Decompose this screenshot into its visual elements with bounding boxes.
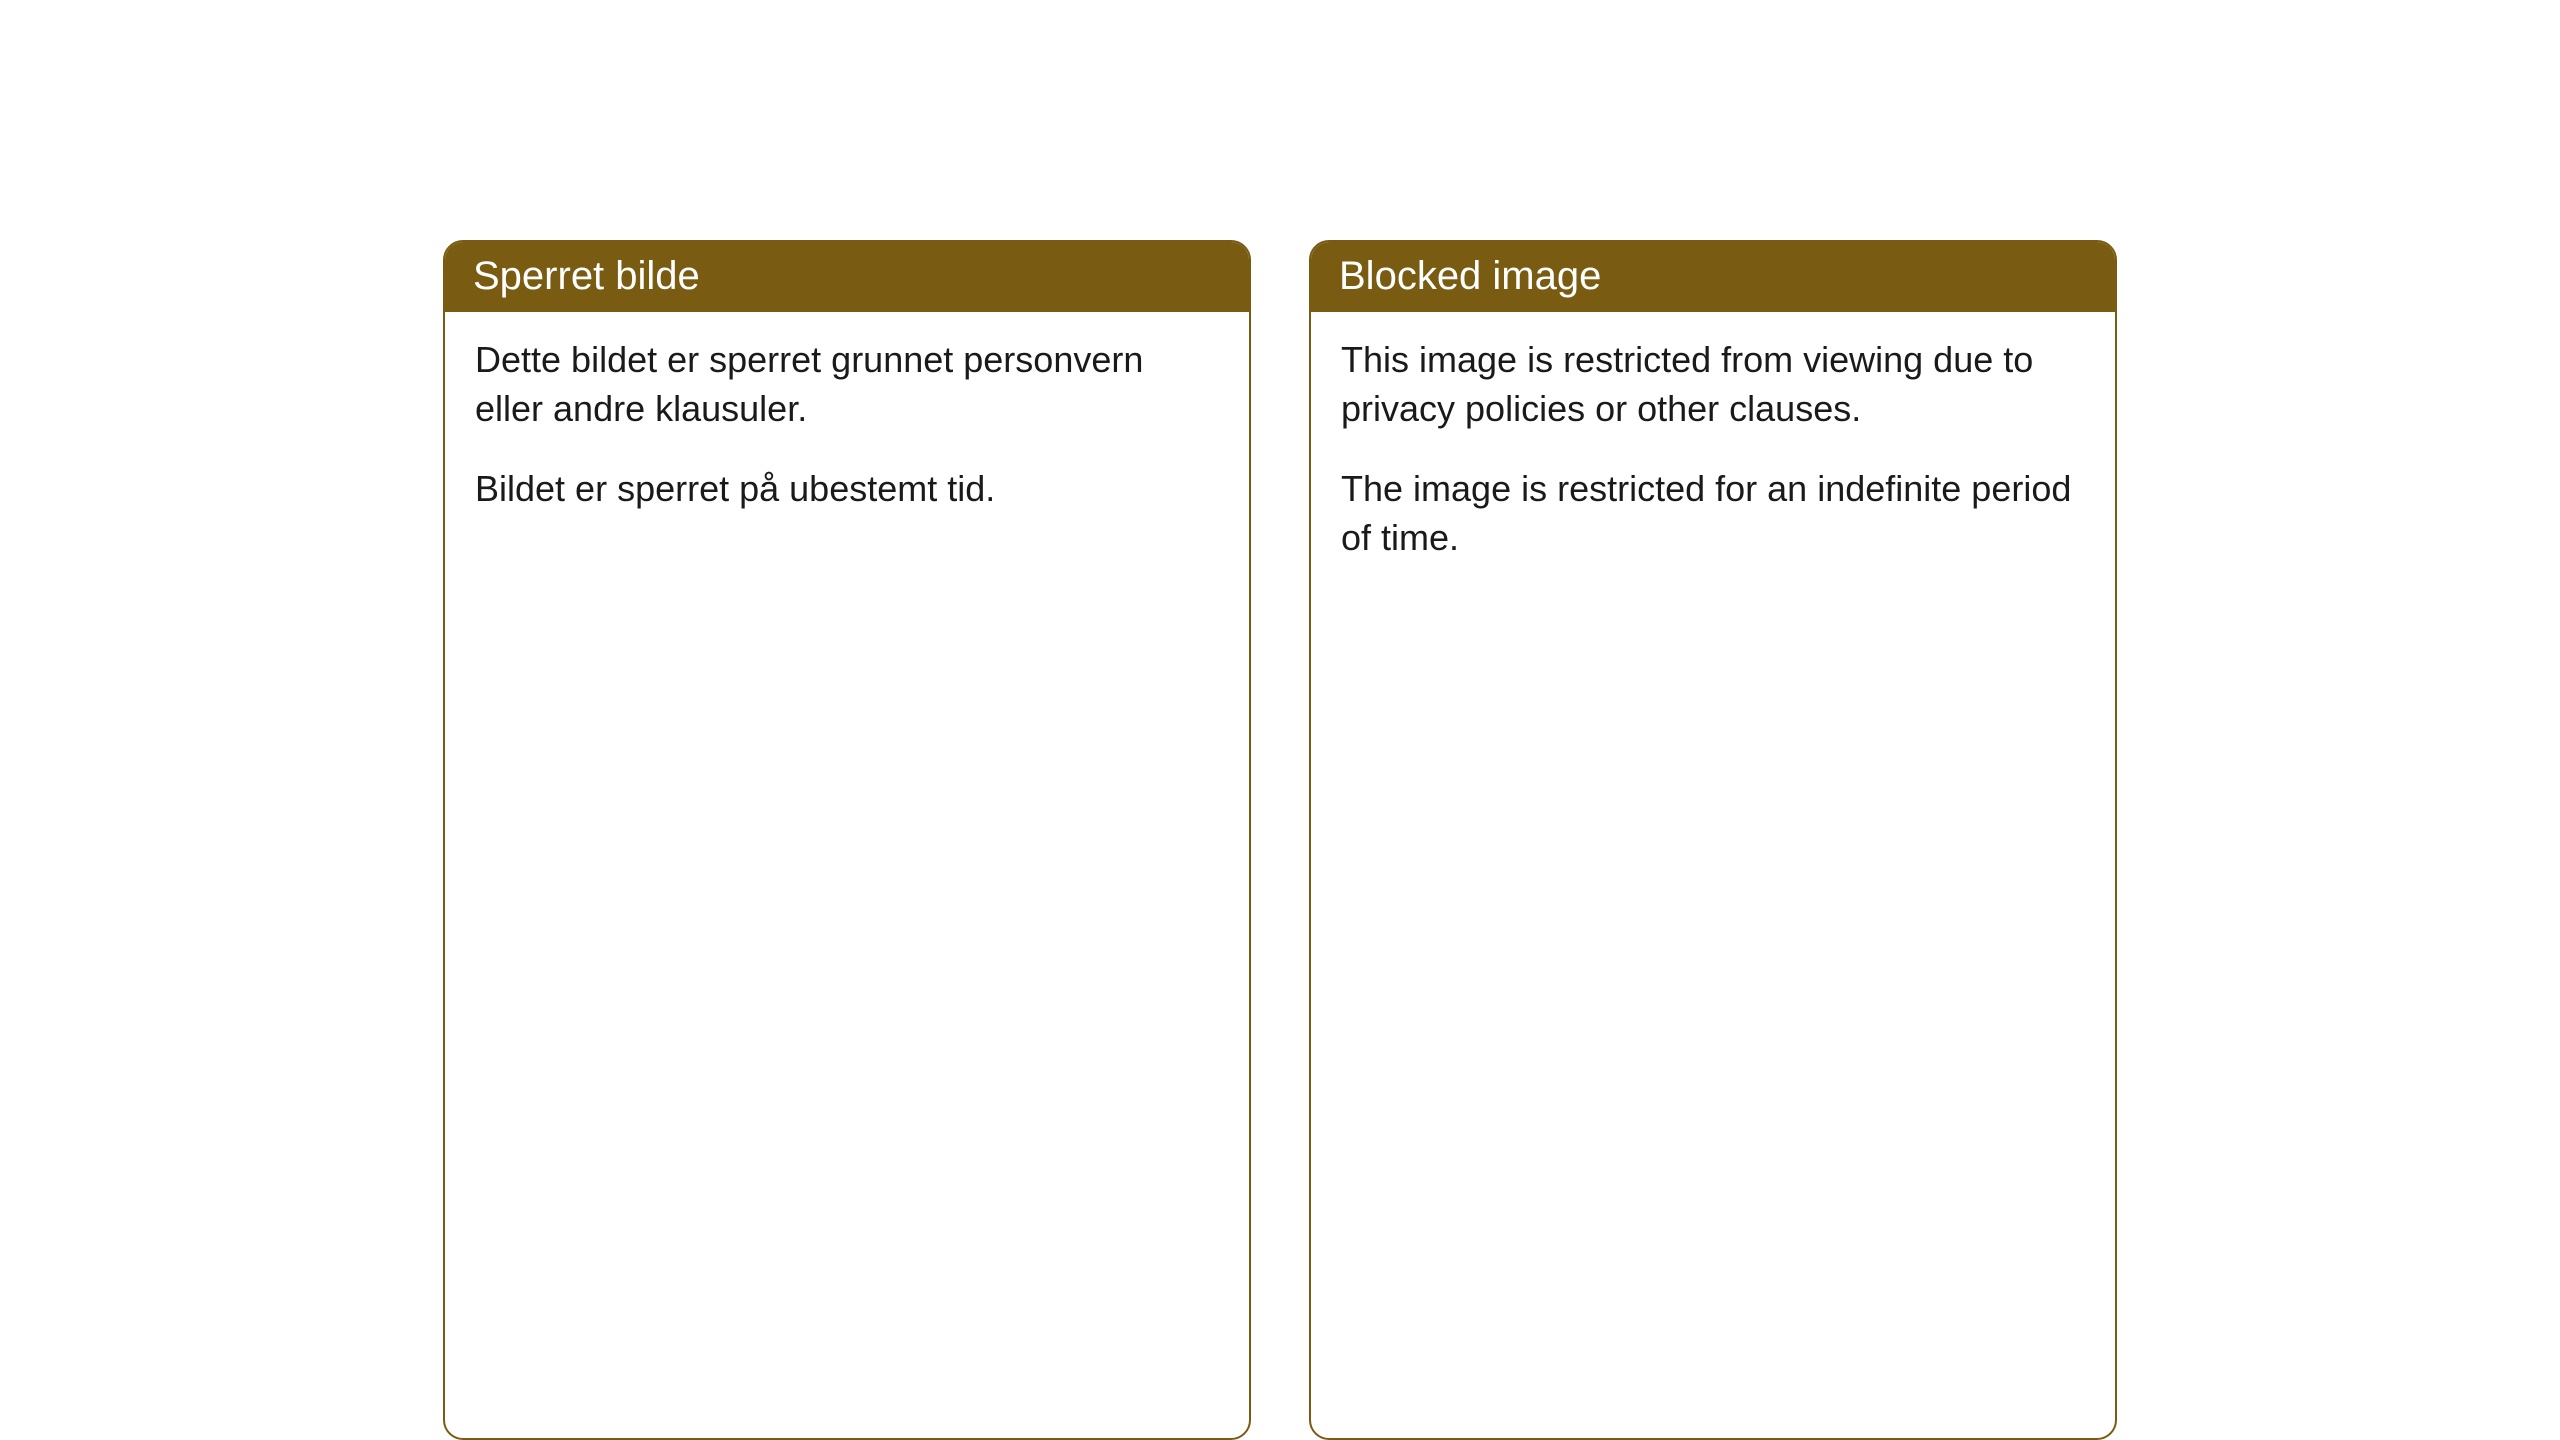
card-body: Dette bildet er sperret grunnet personve… [445,312,1249,554]
card-header: Sperret bilde [445,242,1249,312]
card-paragraph: Dette bildet er sperret grunnet personve… [475,336,1219,433]
blocked-image-card-norwegian: Sperret bilde Dette bildet er sperret gr… [443,240,1251,1440]
card-paragraph: Bildet er sperret på ubestemt tid. [475,465,1219,514]
blocked-image-card-english: Blocked image This image is restricted f… [1309,240,2117,1440]
cards-container: Sperret bilde Dette bildet er sperret gr… [443,240,2117,1440]
card-paragraph: This image is restricted from viewing du… [1341,336,2085,433]
card-header: Blocked image [1311,242,2115,312]
card-paragraph: The image is restricted for an indefinit… [1341,465,2085,562]
card-body: This image is restricted from viewing du… [1311,312,2115,602]
